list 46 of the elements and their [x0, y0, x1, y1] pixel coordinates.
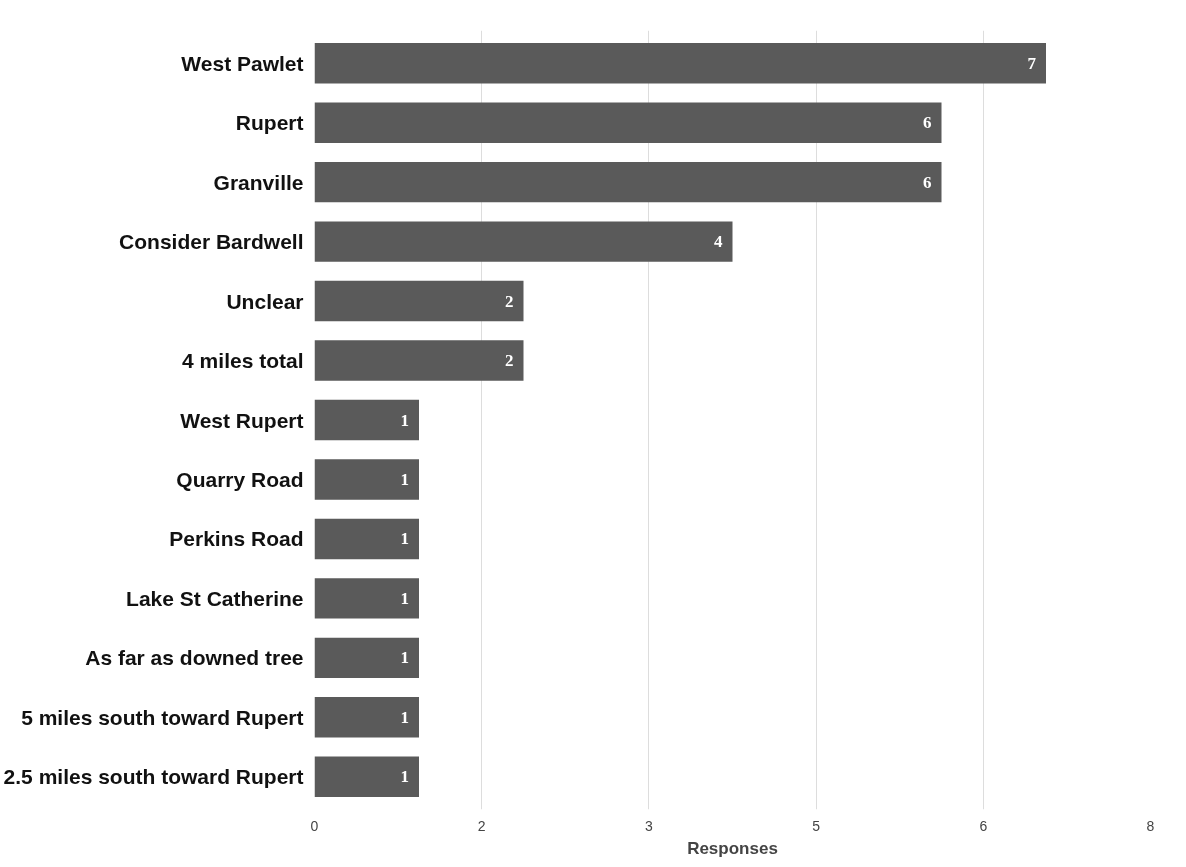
bar	[314, 102, 942, 143]
bar	[314, 340, 524, 381]
y-tick-label: West Rupert	[180, 408, 304, 432]
bar	[314, 42, 1046, 84]
x-tick-label: 2	[477, 817, 486, 834]
data-label: 6	[923, 113, 932, 133]
x-tick-label: 6	[979, 817, 988, 834]
y-tick-label: Consider Bardwell	[119, 230, 304, 254]
data-label: 4	[714, 232, 723, 252]
data-label: 1	[400, 410, 409, 430]
x-tick-label: 3	[645, 817, 654, 834]
x-tick-label: 0	[310, 817, 319, 834]
data-label: 1	[400, 767, 409, 787]
y-tick-label: 5 miles south toward Rupert	[21, 705, 304, 729]
y-tick-label: 2.5 miles south toward Rupert	[3, 765, 304, 789]
bar	[314, 161, 942, 203]
y-tick-label: West Pawlet	[181, 51, 304, 75]
bar	[314, 518, 419, 560]
y-tick-label: Perkins Road	[169, 527, 304, 551]
bar	[314, 637, 419, 679]
data-label: 1	[400, 529, 409, 549]
bar	[314, 221, 733, 262]
x-axis-title: Responses	[687, 838, 778, 858]
data-label: 6	[923, 172, 932, 192]
y-tick-label: Quarry Road	[176, 467, 304, 491]
bar	[314, 697, 419, 738]
bar	[314, 280, 524, 322]
y-tick-label: As far as downed tree	[85, 646, 304, 670]
y-tick-label: Lake St Catherine	[126, 586, 304, 610]
x-tick-label: 5	[812, 817, 821, 834]
y-tick-label: Granville	[213, 170, 304, 194]
bar	[314, 756, 419, 798]
data-label: 1	[400, 707, 409, 727]
x-tick-label: 8	[1146, 817, 1155, 834]
data-label: 1	[400, 648, 409, 668]
y-tick-label: Rupert	[235, 111, 304, 135]
bar	[314, 459, 419, 500]
y-tick-label: Unclear	[226, 289, 304, 313]
bar	[314, 578, 419, 619]
data-label: 2	[505, 351, 514, 371]
data-label: 2	[505, 291, 514, 311]
data-label: 1	[400, 469, 409, 489]
y-tick-label: 4 miles total	[182, 349, 304, 373]
data-label: 1	[400, 588, 409, 608]
data-label: 7	[1027, 53, 1037, 73]
bar	[314, 399, 419, 441]
